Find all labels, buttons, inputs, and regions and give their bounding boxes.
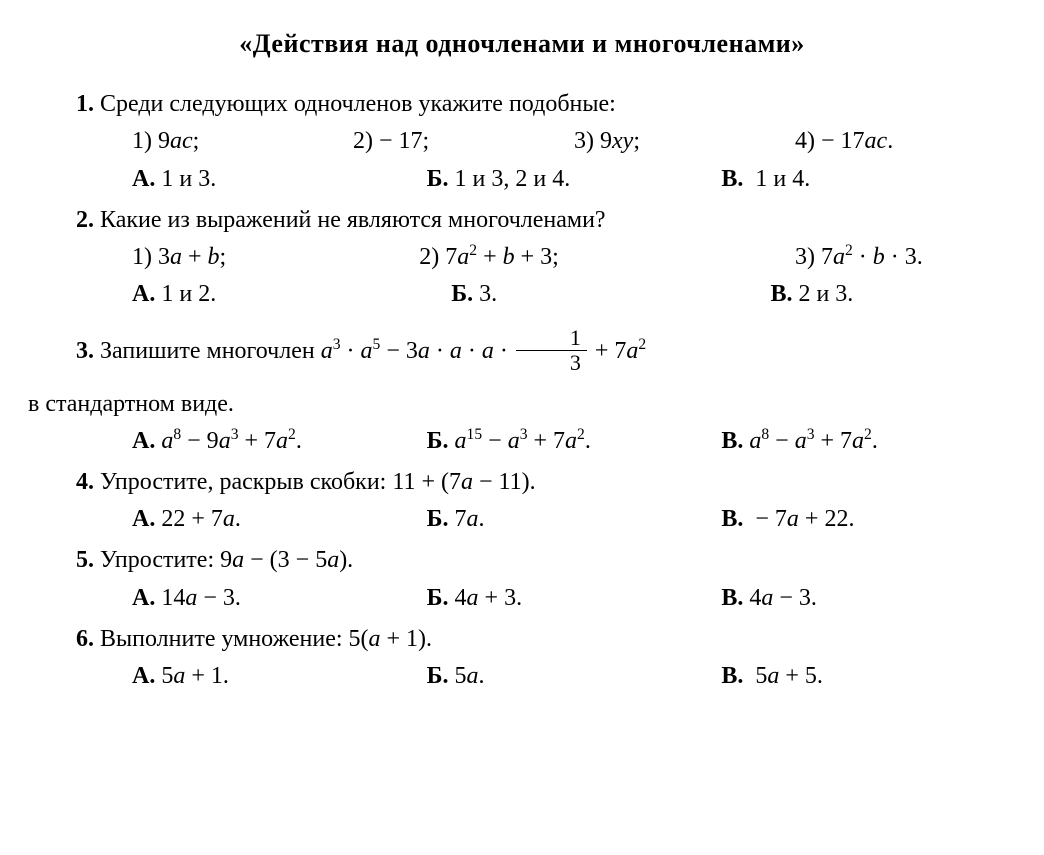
q2-ans-b: Б. 3. bbox=[451, 276, 770, 313]
q3-ans-a: А. a8 − 9a3 + 7a2. bbox=[132, 423, 427, 460]
q3-text-a: Запишите многочлен bbox=[100, 338, 321, 364]
q6-ans-v: В. 5a + 5. bbox=[721, 658, 1016, 695]
q2-number: 2. bbox=[76, 207, 94, 233]
q6-ans-a: А. 5a + 1. bbox=[132, 658, 427, 695]
q2-ans-a: А. 1 и 2. bbox=[132, 276, 451, 313]
q4-prompt: 4. Упростите, раскрыв скобки: 11 + (7a −… bbox=[28, 464, 1016, 501]
q3-ans-v: В. a8 − a3 + 7a2. bbox=[721, 423, 1016, 460]
q1-ans-b: Б. 1 и 3, 2 и 4. bbox=[427, 161, 722, 198]
q2-opt-2: 2) 7a2 + b + 3; bbox=[419, 239, 795, 276]
q3-number: 3. bbox=[76, 338, 94, 364]
q6-number: 6. bbox=[76, 626, 94, 652]
q1-options: 1) 9ac; 2) − 17; 3) 9xy; 4) − 17ac. bbox=[28, 123, 1016, 160]
q3-text-b: в стандартном виде. bbox=[28, 386, 1016, 423]
q3-answers: А. a8 − 9a3 + 7a2. Б. a15 − a3 + 7a2. В.… bbox=[28, 423, 1016, 460]
page-title: «Действия над одночленами и многочленами… bbox=[28, 24, 1016, 64]
q2-ans-v: В. 2 и 3. bbox=[770, 276, 1016, 313]
q3-ans-b: Б. a15 − a3 + 7a2. bbox=[427, 423, 722, 460]
q2-options: 1) 3a + b; 2) 7a2 + b + 3; 3) 7a2 · b · … bbox=[28, 239, 1016, 276]
q4-text: Упростите, раскрыв скобки: 11 + (7a − 11… bbox=[100, 469, 536, 495]
q4-number: 4. bbox=[76, 469, 94, 495]
q4-ans-b: Б. 7a. bbox=[427, 501, 722, 538]
q1-ans-v: В. 1 и 4. bbox=[721, 161, 1016, 198]
q5-answers: А. 14a − 3. Б. 4a + 3. В. 4a − 3. bbox=[28, 580, 1016, 617]
q2-prompt: 2. Какие из выражений не являются многоч… bbox=[28, 202, 1016, 239]
q4-answers: А. 22 + 7a. Б. 7a. В. − 7a + 22. bbox=[28, 501, 1016, 538]
q2-answers: А. 1 и 2. Б. 3. В. 2 и 3. bbox=[28, 276, 1016, 313]
q4-ans-v: В. − 7a + 22. bbox=[721, 501, 1016, 538]
q1-opt-1: 1) 9ac; bbox=[132, 123, 353, 160]
q6-prompt: 6. Выполните умножение: 5(a + 1). bbox=[28, 621, 1016, 658]
question-2: 2. Какие из выражений не являются многоч… bbox=[28, 202, 1016, 314]
q1-prompt: 1. Среди следующих одночленов укажите по… bbox=[28, 86, 1016, 123]
question-3: 3. Запишите многочлен a3 · a5 − 3a · a ·… bbox=[28, 327, 1016, 460]
q1-opt-4: 4) − 17ac. bbox=[795, 123, 1016, 160]
q5-prompt: 5. Упростите: 9a − (3 − 5a). bbox=[28, 542, 1016, 579]
question-4: 4. Упростите, раскрыв скобки: 11 + (7a −… bbox=[28, 464, 1016, 538]
q3-prompt: 3. Запишите многочлен a3 · a5 − 3a · a ·… bbox=[28, 327, 1016, 377]
q5-text: Упростите: 9a − (3 − 5a). bbox=[100, 547, 353, 573]
q3-expr: a3 · a5 − 3a · a · a · 13 + 7a2 bbox=[321, 338, 646, 364]
q1-opt-2: 2) − 17; bbox=[353, 123, 574, 160]
q1-text: Среди следующих одночленов укажите подоб… bbox=[100, 91, 616, 117]
q1-answers: А. 1 и 3. Б. 1 и 3, 2 и 4. В. 1 и 4. bbox=[28, 161, 1016, 198]
q5-ans-v: В. 4a − 3. bbox=[721, 580, 1016, 617]
q2-text: Какие из выражений не являются многочлен… bbox=[100, 207, 606, 233]
question-1: 1. Среди следующих одночленов укажите по… bbox=[28, 86, 1016, 198]
q1-number: 1. bbox=[76, 91, 94, 117]
q6-ans-b: Б. 5a. bbox=[427, 658, 722, 695]
q5-number: 5. bbox=[76, 547, 94, 573]
q6-text: Выполните умножение: 5(a + 1). bbox=[100, 626, 432, 652]
q1-opt-3: 3) 9xy; bbox=[574, 123, 795, 160]
q6-answers: А. 5a + 1. Б. 5a. В. 5a + 5. bbox=[28, 658, 1016, 695]
q2-opt-1: 1) 3a + b; bbox=[132, 239, 419, 276]
q5-ans-a: А. 14a − 3. bbox=[132, 580, 427, 617]
q5-ans-b: Б. 4a + 3. bbox=[427, 580, 722, 617]
q4-ans-a: А. 22 + 7a. bbox=[132, 501, 427, 538]
question-5: 5. Упростите: 9a − (3 − 5a). А. 14a − 3.… bbox=[28, 542, 1016, 616]
q2-opt-3: 3) 7a2 · b · 3. bbox=[795, 239, 1016, 276]
q1-ans-a: А. 1 и 3. bbox=[132, 161, 427, 198]
question-6: 6. Выполните умножение: 5(a + 1). А. 5a … bbox=[28, 621, 1016, 695]
